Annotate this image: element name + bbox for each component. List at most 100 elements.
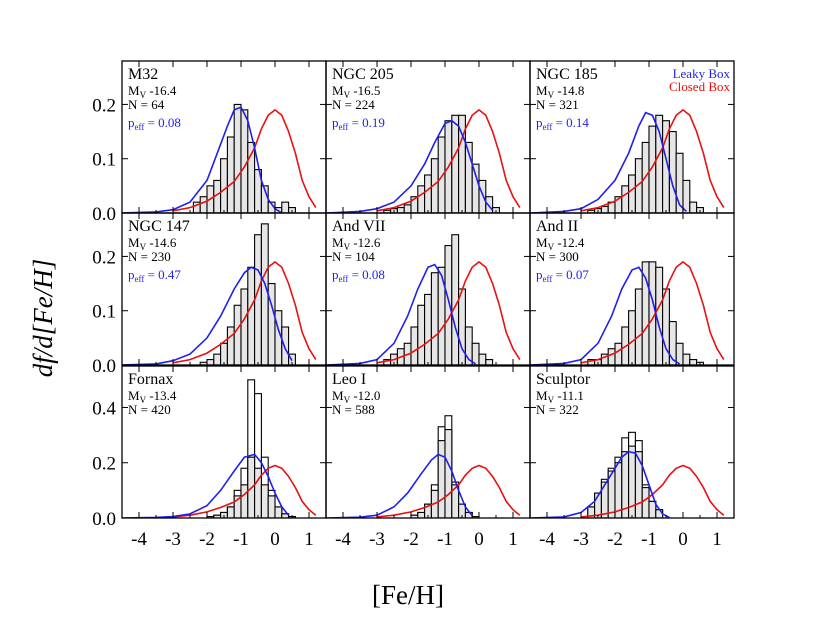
hist-bar bbox=[267, 495, 276, 518]
galaxy-name: NGC 147 bbox=[128, 218, 190, 235]
peff-symbol: p bbox=[128, 267, 135, 282]
y-tick-label: 0.4 bbox=[92, 398, 116, 419]
hist-bar bbox=[648, 500, 657, 518]
hist-bar bbox=[226, 136, 235, 213]
hist-bar bbox=[607, 348, 616, 365]
star-count: N = 300 bbox=[536, 249, 579, 264]
panel-plot-area bbox=[122, 103, 317, 213]
hist-bar bbox=[451, 234, 460, 365]
hist-bar bbox=[689, 201, 698, 213]
x-tick-label: -3 bbox=[573, 529, 589, 550]
closed-box-curve bbox=[580, 260, 725, 364]
y-tick-label: 0.0 bbox=[92, 356, 116, 377]
star-count: N = 224 bbox=[332, 97, 375, 112]
galaxy-name: Leo I bbox=[332, 371, 366, 388]
closed-box-curve bbox=[172, 464, 317, 518]
panel-plot-area bbox=[530, 260, 725, 365]
closed-box-curve bbox=[580, 464, 725, 518]
panel-plot-area bbox=[122, 379, 317, 518]
hist-bar bbox=[478, 353, 487, 365]
magnitude-value: -16.5 bbox=[350, 83, 380, 98]
hist-bar bbox=[628, 310, 636, 365]
x-tick-label: 1 bbox=[508, 529, 518, 550]
x-tick-label: -3 bbox=[165, 529, 181, 550]
peff-value: = 0.19 bbox=[348, 115, 385, 130]
y-tick-label: 0.1 bbox=[92, 150, 116, 171]
hist-bar bbox=[281, 326, 290, 365]
magnitude-value: -13.4 bbox=[146, 388, 177, 403]
hist-bar bbox=[417, 304, 426, 365]
panel-plot-area bbox=[530, 431, 725, 518]
hist-bar bbox=[600, 205, 609, 213]
galaxy-name: And VII bbox=[332, 218, 385, 235]
magnitude-label: MV -14.6 bbox=[128, 235, 177, 252]
magnitude-subscript: V bbox=[140, 395, 147, 405]
magnitude-label: MV -16.5 bbox=[332, 83, 380, 100]
x-axis-title: [Fe/H] bbox=[372, 580, 444, 610]
magnitude-value: -14.6 bbox=[146, 235, 177, 250]
x-tick-label: -1 bbox=[233, 529, 249, 550]
closed-box-curve bbox=[376, 108, 521, 212]
peff-subscript: eff bbox=[543, 122, 553, 132]
y-tick-label: 0.2 bbox=[92, 95, 116, 116]
hist-bar bbox=[478, 179, 487, 213]
y-tick-label: 0.0 bbox=[92, 509, 116, 530]
galaxy-name: NGC 205 bbox=[332, 66, 394, 83]
x-tick-label: -4 bbox=[539, 529, 555, 550]
magnitude-subscript: V bbox=[344, 90, 351, 100]
y-axis-title: df/d[Fe/H] bbox=[28, 259, 58, 378]
galaxy-name: M32 bbox=[128, 66, 158, 83]
peff-label: peff = 0.08 bbox=[128, 115, 181, 132]
peff-value: = 0.08 bbox=[348, 267, 385, 282]
peff-label: peff = 0.08 bbox=[332, 267, 385, 284]
hist-bar bbox=[641, 487, 650, 518]
x-tick-label: 0 bbox=[678, 529, 688, 550]
hist-bar bbox=[614, 342, 623, 365]
peff-subscript: eff bbox=[339, 122, 349, 132]
hist-bar bbox=[485, 359, 494, 365]
magnitude-subscript: V bbox=[548, 395, 555, 405]
hist-bar bbox=[628, 174, 636, 213]
star-count: N = 588 bbox=[332, 402, 375, 417]
leaky-box-curve bbox=[326, 263, 477, 365]
star-count: N = 104 bbox=[332, 249, 375, 264]
hist-bar bbox=[634, 288, 643, 365]
magnitude-subscript: V bbox=[344, 395, 351, 405]
star-count: N = 322 bbox=[536, 402, 579, 417]
panel-leo-i: -4 -3 -2 -1 0 1 Leo IMV -12.0N = 588 bbox=[325, 365, 531, 550]
galaxy-name: Fornax bbox=[128, 371, 173, 388]
magnitude-subscript: V bbox=[344, 242, 351, 252]
magnitude-symbol: M bbox=[332, 83, 344, 98]
magnitude-symbol: M bbox=[128, 388, 140, 403]
hist-bar bbox=[233, 103, 242, 213]
star-count: N = 420 bbox=[128, 402, 171, 417]
hist-bar bbox=[396, 207, 405, 213]
magnitude-subscript: V bbox=[140, 90, 147, 100]
legend-closed-box: Closed Box bbox=[669, 79, 731, 94]
hist-bar bbox=[281, 513, 290, 518]
x-tick-label: -1 bbox=[641, 529, 657, 550]
magnitude-label: MV -14.8 bbox=[536, 83, 584, 100]
magnitude-symbol: M bbox=[536, 83, 548, 98]
hist-bar bbox=[233, 304, 242, 365]
hist-bar bbox=[247, 266, 256, 365]
magnitude-value: -16.4 bbox=[146, 83, 177, 98]
magnitude-label: MV -12.6 bbox=[332, 235, 381, 252]
hist-bar bbox=[437, 136, 446, 213]
hist-bar bbox=[220, 158, 228, 213]
hist-bar bbox=[444, 429, 453, 518]
x-tick-label: 1 bbox=[304, 529, 314, 550]
x-tick-label: -2 bbox=[607, 529, 623, 550]
hist-bar bbox=[410, 326, 419, 365]
closed-box-curve bbox=[376, 260, 521, 364]
hist-bar bbox=[226, 506, 235, 518]
peff-subscript: eff bbox=[135, 274, 145, 284]
magnitude-value: -14.8 bbox=[554, 83, 584, 98]
hist-bar bbox=[682, 353, 691, 365]
hist-bar bbox=[451, 114, 460, 213]
